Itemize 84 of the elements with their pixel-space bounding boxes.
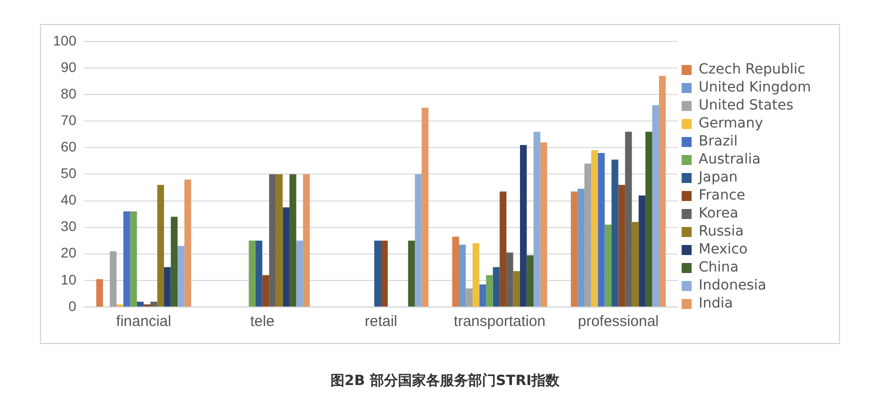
bar: [123, 211, 130, 306]
bar: [408, 240, 415, 306]
bar: [374, 240, 381, 306]
bar: [256, 240, 262, 306]
bar: [289, 174, 296, 306]
bar: [479, 284, 486, 306]
y-tick-label: 60: [60, 138, 77, 154]
bar: [638, 195, 646, 306]
bar: [178, 246, 184, 306]
x-tick-label: transportation: [454, 313, 546, 330]
bar: [652, 105, 659, 306]
bar: [625, 132, 632, 306]
legend-label: India: [698, 296, 733, 312]
bar: [612, 160, 618, 306]
legend-label: France: [698, 188, 746, 204]
bar: [458, 244, 466, 306]
bar: [513, 271, 520, 306]
bar: [472, 243, 480, 306]
bar: [282, 207, 290, 306]
bar: [136, 302, 144, 306]
legend-label: Czech Republic: [698, 62, 806, 78]
bar: [578, 188, 584, 306]
legend-label: Korea: [698, 206, 738, 222]
bar: [658, 76, 666, 306]
legend-label: Japan: [698, 170, 738, 186]
y-tick-label: 30: [60, 218, 77, 234]
bar: [150, 302, 158, 306]
legend-label: Germany: [698, 116, 763, 132]
bar: [164, 267, 171, 306]
bar: [170, 216, 178, 306]
bar: [276, 174, 283, 306]
bar: [618, 184, 626, 306]
text: 图2B 部分国家各服务部门STRI指数: [330, 372, 560, 390]
y-tick-label: 0: [68, 298, 77, 314]
bar: [591, 150, 598, 306]
bar: [584, 164, 592, 306]
y-tick-label: 90: [60, 58, 77, 75]
bar: [184, 180, 192, 306]
bar: [296, 240, 304, 306]
bar: [598, 152, 605, 306]
bar: [96, 279, 104, 306]
bar: [130, 211, 137, 306]
y-tick-label: 10: [60, 271, 77, 288]
legend-label: United States: [698, 98, 794, 114]
bar: [534, 132, 540, 306]
bar: [486, 275, 493, 306]
bar: [269, 174, 276, 306]
bar: [526, 255, 534, 306]
x-tick-label: professional: [578, 313, 659, 330]
bar: [262, 275, 270, 306]
bar: [645, 132, 652, 306]
bar: [506, 252, 514, 306]
y-tick-label: 80: [60, 85, 77, 102]
x-tick-label: retail: [364, 313, 398, 330]
bar: [110, 251, 117, 306]
legend-label: Mexico: [698, 242, 748, 258]
bar: [632, 222, 639, 306]
bar: [466, 288, 473, 306]
legend-label: Indonesia: [698, 278, 766, 294]
bar: [248, 240, 256, 306]
bar: [492, 267, 500, 306]
y-tick-label: 40: [60, 192, 77, 208]
y-tick-label: 100: [53, 32, 77, 48]
bar: [157, 184, 164, 306]
legend-label: United Kingdom: [698, 80, 812, 96]
bar: [500, 191, 506, 306]
legend-label: Australia: [698, 152, 761, 168]
bar: [414, 174, 422, 306]
x-tick-label: tele: [250, 313, 274, 330]
x-tick-label: financial: [116, 313, 172, 330]
bar: [604, 224, 612, 306]
bar: [422, 108, 428, 306]
y-tick-label: 20: [60, 244, 77, 261]
y-tick-label: 50: [60, 165, 77, 182]
bar: [540, 142, 548, 306]
bar: [380, 240, 388, 306]
bar: [570, 191, 578, 306]
y-tick-label: 70: [60, 112, 77, 128]
bar: [452, 236, 459, 306]
legend-label: China: [698, 260, 739, 276]
legend-label: Brazil: [698, 134, 738, 150]
legend-label: Russia: [698, 224, 744, 240]
bar: [520, 144, 527, 306]
bar: [303, 174, 310, 306]
